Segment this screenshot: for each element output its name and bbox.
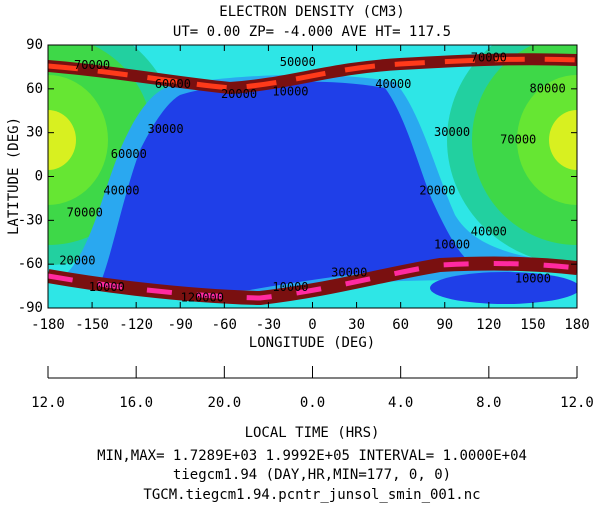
- y-tick-label: 60: [26, 81, 43, 97]
- contour-label: 40000: [471, 225, 507, 239]
- x-tick-label: 120: [476, 317, 501, 333]
- contour-field: [48, 45, 577, 308]
- x2-tick-label: 4.0: [388, 395, 413, 411]
- x2-tick-label: 20.0: [207, 395, 241, 411]
- x2-tick-label: 0.0: [300, 395, 325, 411]
- x-tick-label: -120: [119, 317, 153, 333]
- contour-label: 50000: [280, 55, 316, 69]
- footer-line: tiegcm1.94 (DAY,HR,MIN=177, 0, 0): [173, 467, 451, 483]
- contour-fill: [517, 75, 577, 205]
- contour-fill: [48, 75, 108, 205]
- contour-label: 10000: [272, 84, 308, 98]
- chart-subtitle: UT= 0.00 ZP= -4.000 AVE HT= 117.5: [173, 24, 451, 40]
- contour-label: 70000: [74, 58, 110, 72]
- x-tick-label: -30: [256, 317, 281, 333]
- contour-fill: [48, 110, 76, 170]
- x-tick-label: 150: [520, 317, 545, 333]
- chart-title: ELECTRON DENSITY (CM3): [219, 4, 404, 20]
- contour-label: 10000: [434, 238, 470, 252]
- x-tick-label: 180: [564, 317, 589, 333]
- x-tick-label: 30: [348, 317, 365, 333]
- x-tick-label: 60: [392, 317, 409, 333]
- contour-label: 10000: [515, 271, 551, 285]
- contour-label: 20000: [419, 184, 455, 198]
- x-axis-label: LONGITUDE (DEG): [249, 335, 375, 351]
- contour-label: 10000: [89, 280, 125, 294]
- footer-line: MIN,MAX= 1.7289E+03 1.9992E+05 INTERVAL=…: [97, 448, 527, 464]
- contour-label: 10000: [272, 280, 308, 294]
- x2-tick-label: 12.0: [31, 395, 65, 411]
- contour-label: 70000: [500, 132, 536, 146]
- y-tick-label: -30: [18, 212, 43, 228]
- contour-label: 80000: [530, 81, 566, 95]
- x2-tick-label: 12.0: [560, 395, 594, 411]
- y-tick-label: -90: [18, 300, 43, 316]
- contour-fill: [100, 81, 470, 292]
- footer-line: TGCM.tiegcm1.94.pcntr_junsol_smin_001.nc: [143, 487, 480, 503]
- contour-label: 30000: [434, 125, 470, 139]
- contour-label: 120000: [181, 290, 224, 304]
- contour-label: 40000: [103, 184, 139, 198]
- density-band: [48, 56, 577, 91]
- contour-label: 30000: [147, 122, 183, 136]
- x-tick-label: 90: [436, 317, 453, 333]
- x-tick-label: 0: [308, 317, 316, 333]
- y-axis-label: LATITUDE (DEG): [6, 117, 22, 235]
- y-tick-label: -60: [18, 256, 43, 272]
- contour-fill: [549, 110, 577, 170]
- density-band: [48, 261, 577, 301]
- y-tick-label: 0: [35, 169, 43, 185]
- x2-tick-label: 16.0: [119, 395, 153, 411]
- x-tick-label: -180: [31, 317, 65, 333]
- contour-label: 70000: [67, 206, 103, 220]
- x2-axis-label: LOCAL TIME (HRS): [245, 425, 380, 441]
- x-tick-label: -90: [168, 317, 193, 333]
- contour-label: 20000: [221, 87, 257, 101]
- contour-label: 30000: [331, 265, 367, 279]
- contour-fill: [430, 272, 577, 304]
- y-tick-label: 90: [26, 37, 43, 53]
- contour-label: 60000: [155, 77, 191, 91]
- contour-label: 40000: [375, 77, 411, 91]
- contour-label: 70000: [471, 51, 507, 65]
- x2-tick-label: 8.0: [476, 395, 501, 411]
- y-tick-label: 30: [26, 125, 43, 141]
- contour-label: 20000: [59, 254, 95, 268]
- contour-label: 60000: [111, 147, 147, 161]
- x-tick-label: -150: [75, 317, 109, 333]
- x-tick-label: -60: [212, 317, 237, 333]
